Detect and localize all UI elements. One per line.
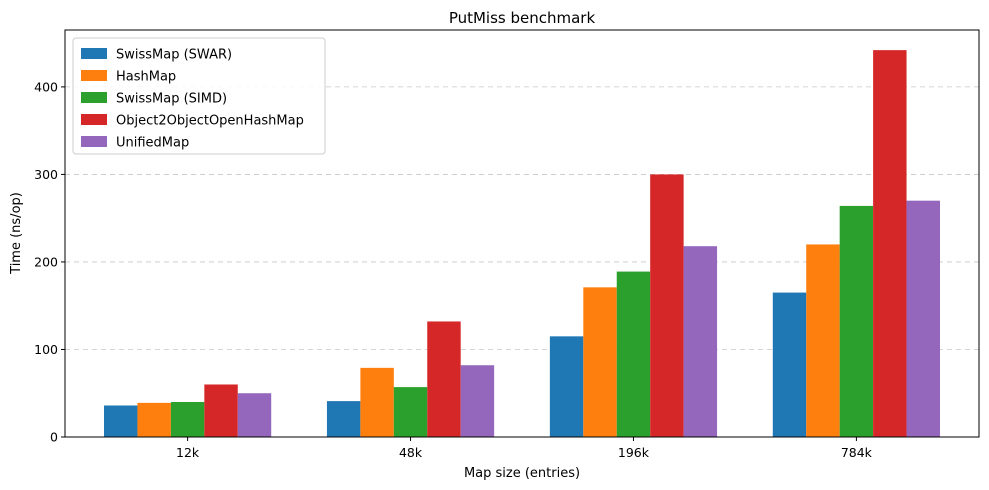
bar-48k-series-0 <box>326 401 361 437</box>
bar-196k-series-0 <box>549 336 584 437</box>
bar-12k-series-1 <box>137 402 171 437</box>
y-tick-label: 300 <box>34 167 58 182</box>
x-axis-title: Map size (entries) <box>464 466 580 481</box>
x-tick-label: 12k <box>176 445 200 460</box>
x-axis: 12k 48k 196k 784k <box>176 437 873 460</box>
bar-784k-series-0 <box>772 292 807 437</box>
chart-title: PutMiss benchmark <box>449 9 596 27</box>
y-axis-title: Time (ns/op) <box>9 192 24 275</box>
legend-entry: HashMap <box>116 70 176 85</box>
bar-196k-series-1 <box>583 287 617 437</box>
legend-swatch <box>81 136 107 147</box>
plot-area-frame <box>64 29 980 438</box>
legend-swatch <box>81 92 107 103</box>
y-tick-label: 0 <box>50 430 58 445</box>
legend-swatch <box>81 48 107 59</box>
bar-12k-series-2 <box>170 401 205 437</box>
legend-entry: SwissMap (SIMD) <box>116 92 227 107</box>
legend-entry: SwissMap (SWAR) <box>116 48 232 63</box>
x-tick-label: 784k <box>841 445 873 460</box>
bar-48k-series-3 <box>427 321 461 437</box>
legend-box <box>72 37 326 155</box>
bar-784k-series-2 <box>839 205 874 437</box>
legend-swatch <box>81 114 107 125</box>
bar-784k-series-4 <box>906 200 940 437</box>
bar-784k-series-1 <box>806 244 840 437</box>
bar-48k-series-1 <box>360 367 394 437</box>
legend-swatch <box>81 70 107 81</box>
bar-784k-series-3 <box>873 50 907 437</box>
legend: SwissMap (SWAR) HashMap SwissMap (SIMD) Obj… <box>72 37 326 155</box>
bar-196k-series-3 <box>650 174 684 437</box>
bar-12k-series-0 <box>104 405 138 437</box>
x-tick-label: 196k <box>618 445 650 460</box>
legend-entry: Object2ObjectOpenHashMap <box>116 114 304 129</box>
legend-entry: UnifiedMap <box>116 136 189 151</box>
x-tick-label: 48k <box>399 445 423 460</box>
bar-12k-series-4 <box>237 393 272 437</box>
bar-48k-series-4 <box>460 365 495 437</box>
bars <box>104 50 940 437</box>
y-tick-label: 200 <box>34 254 58 269</box>
bar-12k-series-3 <box>204 384 238 437</box>
y-tick-label: 100 <box>34 342 58 357</box>
y-tick-label: 400 <box>34 79 58 94</box>
y-axis: 0 100 200 300 400 <box>34 79 65 445</box>
bar-196k-series-2 <box>616 271 651 437</box>
bar-48k-series-2 <box>393 387 428 437</box>
bar-196k-series-4 <box>683 246 718 437</box>
